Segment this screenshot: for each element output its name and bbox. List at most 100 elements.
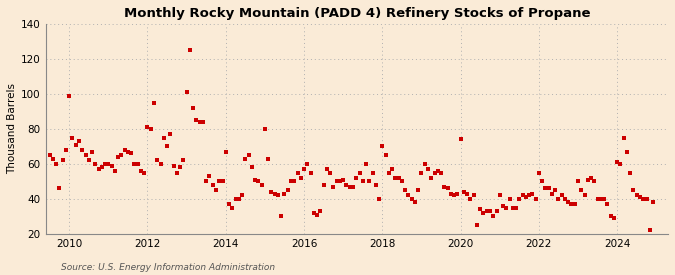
Point: [116, 153, 127, 157]
Point: [191, 118, 202, 122]
Point: [211, 188, 221, 192]
Point: [47, 156, 58, 161]
Point: [175, 165, 186, 170]
Point: [357, 179, 368, 184]
Point: [305, 170, 316, 175]
Point: [119, 148, 130, 152]
Point: [396, 179, 407, 184]
Point: [599, 197, 610, 201]
Point: [625, 170, 636, 175]
Point: [246, 165, 257, 170]
Point: [645, 228, 655, 233]
Point: [263, 156, 273, 161]
Point: [302, 162, 313, 166]
Point: [475, 207, 485, 212]
Point: [452, 191, 463, 196]
Point: [560, 197, 570, 201]
Point: [638, 197, 649, 201]
Point: [220, 150, 231, 154]
Point: [400, 188, 410, 192]
Point: [497, 204, 508, 208]
Point: [419, 162, 430, 166]
Point: [374, 197, 385, 201]
Point: [550, 188, 561, 192]
Point: [416, 170, 427, 175]
Point: [533, 170, 544, 175]
Point: [338, 177, 348, 182]
Point: [331, 179, 342, 184]
Text: Source: U.S. Energy Information Administration: Source: U.S. Energy Information Administ…: [61, 263, 275, 272]
Point: [103, 162, 114, 166]
Point: [394, 176, 404, 180]
Point: [335, 179, 346, 184]
Point: [589, 179, 600, 184]
Point: [159, 136, 169, 140]
Point: [520, 195, 531, 199]
Point: [168, 163, 179, 168]
Point: [537, 179, 547, 184]
Point: [214, 179, 225, 184]
Point: [34, 148, 45, 152]
Point: [435, 170, 446, 175]
Point: [439, 185, 450, 189]
Point: [579, 193, 590, 198]
Point: [155, 162, 166, 166]
Point: [465, 197, 476, 201]
Point: [142, 125, 153, 129]
Point: [634, 195, 645, 199]
Point: [286, 179, 296, 184]
Point: [178, 158, 189, 163]
Point: [494, 193, 505, 198]
Point: [468, 193, 479, 198]
Point: [243, 153, 254, 157]
Point: [377, 144, 387, 148]
Point: [204, 174, 215, 178]
Point: [240, 156, 250, 161]
Point: [390, 176, 401, 180]
Point: [132, 162, 143, 166]
Point: [553, 197, 564, 201]
Point: [328, 185, 339, 189]
Point: [423, 167, 433, 171]
Point: [61, 148, 72, 152]
Point: [109, 169, 120, 173]
Point: [282, 188, 293, 192]
Point: [442, 186, 453, 191]
Point: [543, 186, 554, 191]
Point: [139, 170, 150, 175]
Point: [181, 90, 192, 94]
Point: [413, 188, 424, 192]
Point: [273, 193, 284, 198]
Point: [308, 211, 319, 215]
Point: [28, 100, 38, 105]
Point: [426, 176, 437, 180]
Point: [351, 176, 362, 180]
Point: [126, 151, 136, 156]
Point: [403, 193, 414, 198]
Point: [57, 158, 68, 163]
Point: [433, 169, 443, 173]
Point: [253, 179, 264, 184]
Point: [93, 167, 104, 171]
Point: [488, 214, 499, 219]
Point: [296, 176, 306, 180]
Point: [618, 136, 629, 140]
Point: [383, 170, 394, 175]
Point: [458, 190, 469, 194]
Point: [429, 170, 440, 175]
Point: [641, 197, 652, 201]
Point: [367, 170, 378, 175]
Point: [511, 205, 522, 210]
Point: [540, 186, 551, 191]
Point: [145, 127, 156, 131]
Point: [455, 137, 466, 142]
Point: [609, 216, 620, 220]
Point: [312, 213, 323, 217]
Point: [481, 209, 492, 213]
Point: [318, 183, 329, 187]
Point: [602, 202, 613, 206]
Point: [289, 179, 300, 184]
Point: [572, 179, 583, 184]
Point: [462, 191, 472, 196]
Point: [504, 197, 515, 201]
